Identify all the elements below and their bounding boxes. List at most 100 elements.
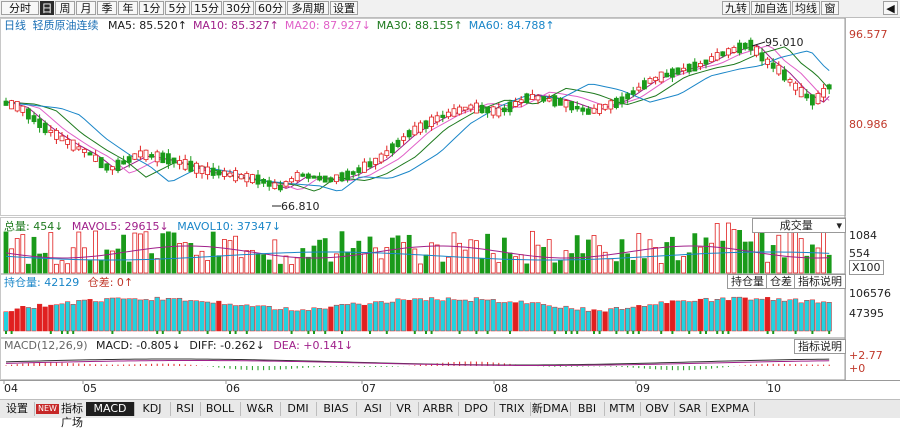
indicator-tab-ARBR[interactable]: ARBR	[418, 402, 459, 416]
volume-bar	[193, 254, 199, 274]
indicator-tab-MACD[interactable]: MACD	[86, 402, 135, 416]
oi-diff-mark	[766, 331, 769, 334]
x-tick-07: 07	[362, 382, 376, 395]
volume-bar	[524, 263, 530, 274]
oi-diff-button[interactable]: 仓差	[766, 274, 796, 289]
volume-bar	[98, 259, 104, 274]
indicator-tab-MTM[interactable]: MTM	[604, 402, 641, 416]
indicator-tab-OBV[interactable]: OBV	[640, 402, 675, 416]
period-tab-2[interactable]: 周	[55, 1, 75, 15]
volume-bar	[513, 256, 518, 274]
volume-bar	[417, 263, 423, 274]
toolbar-right-3[interactable]: 窗	[821, 1, 839, 15]
indicator-tab-SAR[interactable]: SAR	[674, 402, 707, 416]
period-tab-4[interactable]: 季	[97, 1, 117, 15]
oi-bar	[423, 300, 429, 332]
period-tab-5[interactable]: 年	[118, 1, 138, 15]
candle-body	[726, 48, 731, 56]
candle-body	[165, 153, 171, 165]
oi-bar	[429, 297, 435, 332]
oi-diff-mark	[229, 331, 231, 334]
indicator-tab-BIAS[interactable]: BIAS	[316, 402, 357, 416]
indicator-tab-VR[interactable]: VR	[390, 402, 419, 416]
candle-body	[59, 135, 65, 142]
oi-bar	[434, 299, 440, 332]
indicator-tab-BBI[interactable]: BBI	[570, 402, 605, 416]
candle-body	[602, 104, 608, 110]
candle-body	[496, 107, 502, 117]
oi-bar	[339, 304, 345, 332]
oi-bar	[613, 307, 619, 332]
indicator-tab-DPO[interactable]: DPO	[458, 402, 495, 416]
ma-line-0	[5, 44, 830, 189]
x-tick-05: 05	[83, 382, 97, 395]
candle-body	[193, 162, 199, 174]
oi-bar	[457, 299, 463, 332]
oi-bar	[182, 300, 188, 332]
oi-diff-mark	[307, 331, 310, 334]
collapse-arrow-icon[interactable]: ◀	[883, 1, 898, 15]
volume-bar	[664, 242, 670, 274]
oi-help-button[interactable]: 指标说明	[794, 274, 846, 289]
candle-body	[395, 139, 401, 147]
candle-body	[642, 80, 647, 90]
oi-diff-mark	[385, 331, 388, 334]
candle-body	[552, 95, 558, 107]
period-tab-6[interactable]: 1分	[139, 1, 164, 15]
period-tab-8[interactable]: 15分	[191, 1, 222, 15]
indicator-tab-新DMA[interactable]: 新DMA	[530, 402, 571, 416]
oi-button[interactable]: 持仓量	[727, 274, 768, 289]
volume-bar	[59, 260, 65, 274]
indicator-tab-指标广场[interactable]: 指标广场	[58, 402, 87, 429]
volume-bar	[373, 247, 379, 274]
oi-bar	[283, 307, 289, 332]
period-tab-7[interactable]: 5分	[165, 1, 190, 15]
instrument-title: 轻质原油连续	[32, 19, 99, 32]
candle-body	[473, 102, 479, 114]
period-tab-0[interactable]: 分时	[1, 1, 39, 15]
indicator-tab-设置[interactable]: 设置	[0, 402, 35, 416]
chart-canvas[interactable]	[0, 18, 900, 399]
period-tab-10[interactable]: 60分	[255, 1, 286, 15]
toolbar-right-1[interactable]: 加自选	[751, 1, 791, 15]
candle-body	[171, 157, 177, 164]
candle-body	[48, 129, 54, 133]
indicator-tab-ASI[interactable]: ASI	[356, 402, 391, 416]
macd-help-button[interactable]: 指标说明	[794, 339, 846, 354]
indicator-tab-RSI[interactable]: RSI	[170, 402, 201, 416]
oi-bar	[322, 308, 328, 332]
toolbar-right-2[interactable]: 均线	[792, 1, 820, 15]
volume-selector[interactable]: 成交量 ▾	[752, 218, 846, 233]
oi-bar	[261, 305, 267, 332]
indicator-tab-EXPMA[interactable]: EXPMA	[706, 402, 755, 416]
volume-bar	[126, 261, 132, 274]
indicator-tab-BOLL[interactable]: BOLL	[200, 402, 241, 416]
candle-body	[479, 104, 485, 114]
candle-body	[367, 161, 373, 168]
toolbar-right-0[interactable]: 九转	[722, 1, 750, 15]
period-tab-1[interactable]: 日	[40, 1, 54, 15]
candle-body	[574, 105, 580, 110]
indicator-tab-KDJ[interactable]: KDJ	[134, 402, 171, 416]
candle-body	[636, 86, 642, 91]
oi-bar	[121, 298, 127, 332]
x-tick-08: 08	[494, 382, 508, 395]
indicator-tab-TRIX[interactable]: TRIX	[494, 402, 531, 416]
trough-price-label: 66.810	[281, 200, 320, 213]
period-tab-3[interactable]: 月	[76, 1, 96, 15]
volume-bar	[653, 247, 658, 274]
volume-selector-label: 成交量	[779, 219, 813, 232]
candle-body	[485, 106, 491, 114]
indicator-tab-DMI[interactable]: DMI	[280, 402, 317, 416]
oi-bar	[70, 304, 76, 332]
oi-bar	[238, 305, 244, 332]
oi-bar	[518, 300, 524, 332]
candle-body	[182, 159, 188, 170]
period-tab-9[interactable]: 30分	[223, 1, 254, 15]
ma-legend-item-3: MA30: 88.155↑	[376, 19, 463, 32]
volume-unit: X100	[849, 260, 884, 275]
period-tab-11[interactable]: 多周期	[287, 1, 329, 15]
indicator-tab-W&R[interactable]: W&R	[240, 402, 281, 416]
period-tab-12[interactable]: 设置	[330, 1, 358, 15]
oi-bar	[748, 299, 754, 332]
